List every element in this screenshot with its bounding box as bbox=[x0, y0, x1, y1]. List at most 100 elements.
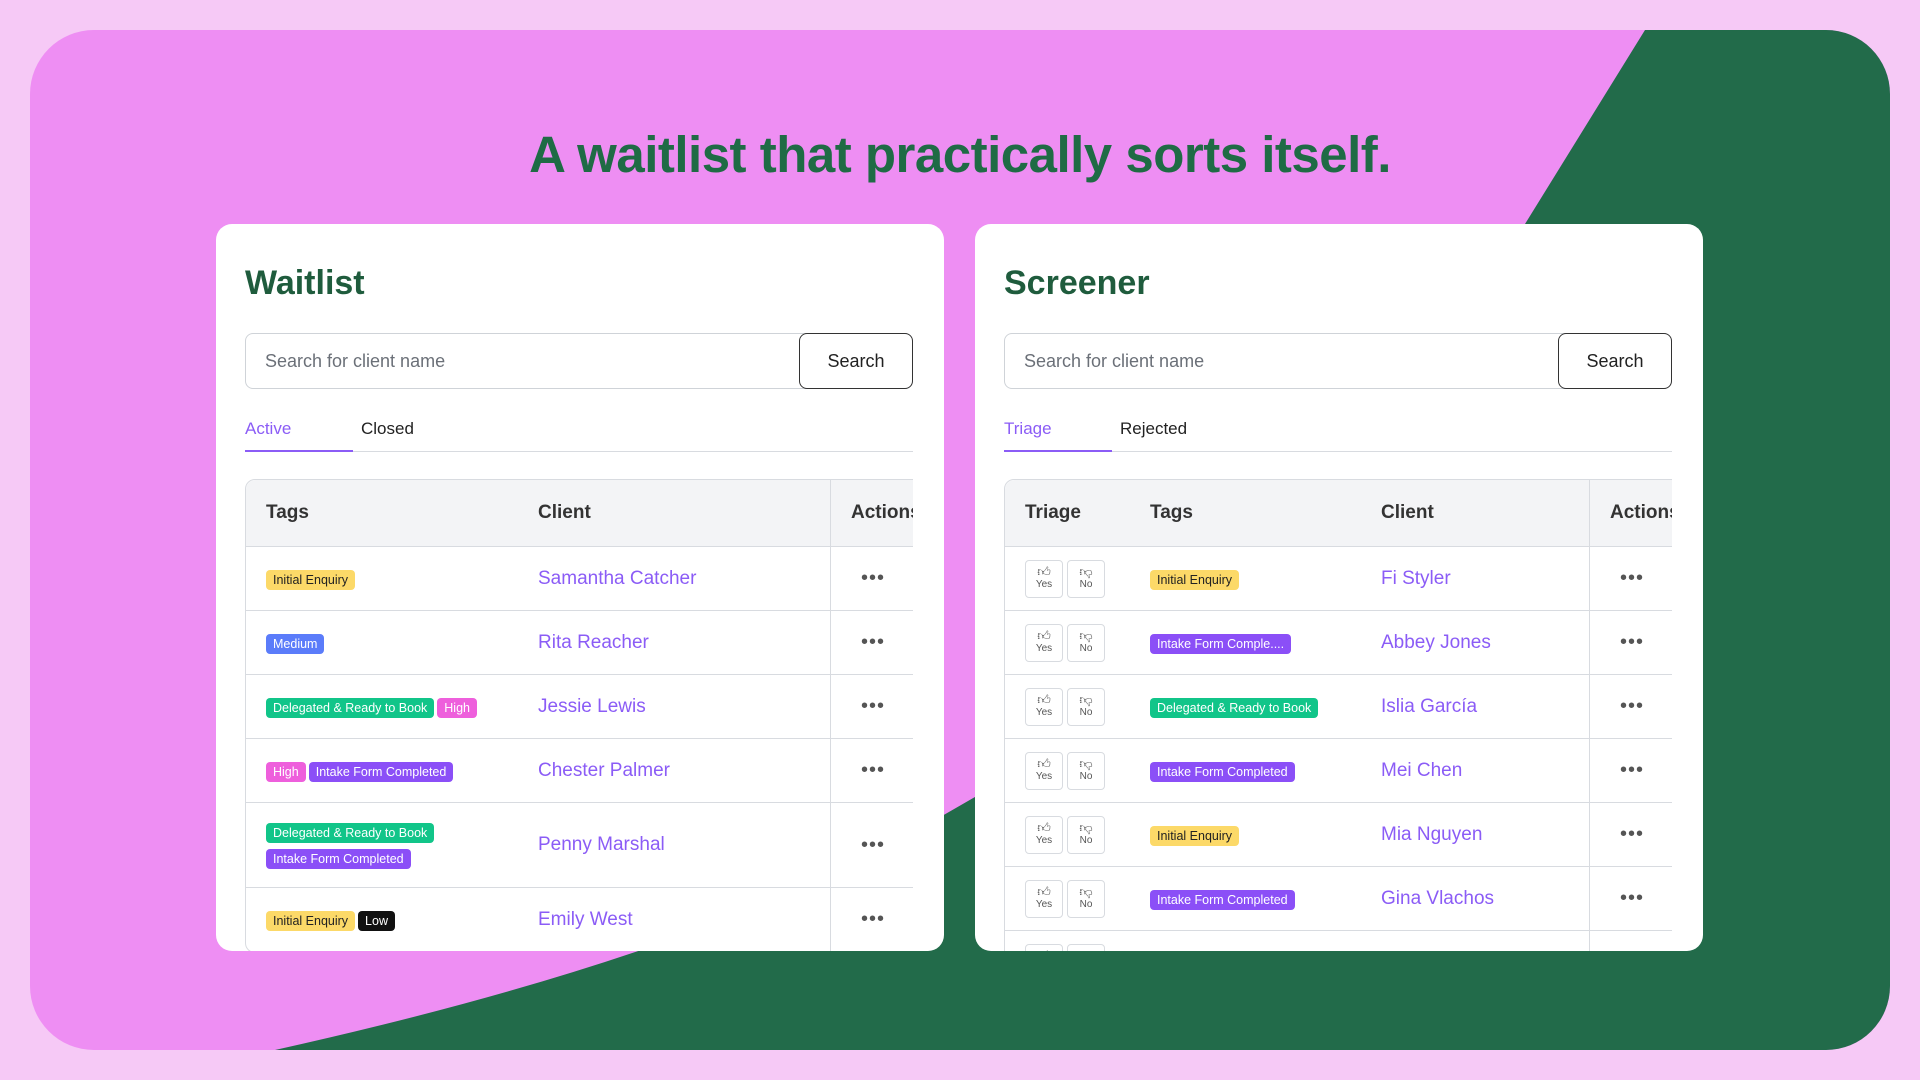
tabs: Triage Rejected bbox=[1004, 419, 1672, 452]
client-name-link[interactable]: Rita Reacher bbox=[538, 611, 830, 675]
tag-purple: Intake Form Comple.... bbox=[1150, 633, 1292, 654]
table-row[interactable]: Initial Enquiry Low Emily West ••• bbox=[246, 888, 913, 951]
actions-cell: ••• bbox=[1589, 547, 1672, 611]
triage-cell: 👍︎Yes👎︎No bbox=[1005, 547, 1150, 611]
triage-no-button[interactable]: 👎︎No bbox=[1067, 623, 1105, 662]
table-row[interactable]: 👍︎ Yes 👎︎ No Initial Enquiry Fi Styler ••• bbox=[1005, 547, 1672, 611]
tag-yellow: Initial Enquiry bbox=[1150, 569, 1240, 590]
table-row[interactable]: 👍︎Yes 👎︎No ••• bbox=[1005, 931, 1672, 951]
tags-cell: Medium bbox=[246, 611, 538, 675]
tab-active[interactable]: Active bbox=[245, 419, 353, 452]
tag-blue: Medium bbox=[266, 633, 325, 654]
thumbs-up-icon: 👍︎ bbox=[1037, 691, 1051, 707]
table-row[interactable]: 👍︎ Yes 👎︎ No Initial Enquiry Mia Nguyen ••• bbox=[1005, 803, 1672, 867]
waitlist-table: Tags Client Actions Initial Enquiry Sama… bbox=[245, 479, 913, 951]
more-actions-icon[interactable]: ••• bbox=[861, 631, 886, 653]
search-button[interactable]: Search bbox=[799, 333, 913, 389]
tag-pink: High bbox=[266, 761, 306, 782]
triage-yes-button[interactable]: 👍︎Yes bbox=[1025, 943, 1063, 951]
triage-yes-button[interactable]: 👍︎Yes bbox=[1025, 687, 1063, 726]
waitlist-card: Waitlist Search Active Closed Tags Clien… bbox=[216, 224, 944, 951]
tags-cell: Initial Enquiry Low bbox=[246, 888, 538, 951]
thumbs-up-icon: 👍︎ bbox=[1037, 883, 1051, 899]
triage-yes-button[interactable]: 👍︎Yes bbox=[1025, 815, 1063, 854]
column-header-actions: Actions bbox=[1589, 480, 1672, 547]
more-actions-icon[interactable]: ••• bbox=[861, 567, 886, 589]
client-name-link[interactable]: Penny Marshal bbox=[538, 803, 830, 888]
triage-cell: 👍︎Yes👎︎No bbox=[1005, 803, 1150, 867]
tags-cell: Initial Enquiry bbox=[246, 547, 538, 611]
more-actions-icon[interactable]: ••• bbox=[861, 759, 886, 781]
table-row[interactable]: Initial Enquiry Samantha Catcher ••• bbox=[246, 547, 913, 611]
more-actions-icon[interactable]: ••• bbox=[861, 908, 886, 930]
client-name-link[interactable]: Chester Palmer bbox=[538, 739, 830, 803]
more-actions-icon[interactable]: ••• bbox=[1620, 823, 1645, 845]
client-name-link[interactable]: Mia Nguyen bbox=[1381, 803, 1589, 867]
thumbs-up-icon: 👍︎ bbox=[1037, 755, 1051, 771]
triage-cell: 👍︎Yes👎︎No bbox=[1005, 867, 1150, 931]
client-name-link[interactable]: Samantha Catcher bbox=[538, 547, 830, 611]
column-header-tags: Tags bbox=[246, 480, 538, 547]
table-row[interactable]: 👍︎ Yes 👎︎ No Intake Form Comple.... Abbey J… bbox=[1005, 611, 1672, 675]
more-actions-icon[interactable]: ••• bbox=[1620, 887, 1645, 909]
table-row[interactable]: Medium Rita Reacher ••• bbox=[246, 611, 913, 675]
search-input[interactable] bbox=[246, 334, 801, 388]
more-actions-icon[interactable]: ••• bbox=[1620, 567, 1645, 589]
client-name-link[interactable]: Islia García bbox=[1381, 675, 1589, 739]
table-row[interactable]: 👍︎ Yes 👎︎ No Intake Form Completed Mei Chen… bbox=[1005, 739, 1672, 803]
more-actions-icon[interactable]: ••• bbox=[1620, 695, 1645, 717]
tab-triage[interactable]: Triage bbox=[1004, 419, 1112, 452]
triage-cell: 👍︎Yes 👎︎No bbox=[1005, 931, 1150, 951]
tag-green: Delegated & Ready to Book bbox=[266, 697, 435, 718]
card-title: Screener bbox=[1004, 264, 1150, 302]
tab-rejected[interactable]: Rejected bbox=[1120, 419, 1188, 438]
search-input[interactable] bbox=[1005, 334, 1560, 388]
actions-cell: ••• bbox=[1589, 611, 1672, 675]
table-row[interactable]: High Intake Form Completed Chester Palmer… bbox=[246, 739, 913, 803]
tags-cell: Delegated & Ready to Book High bbox=[246, 675, 538, 739]
triage-no-button[interactable]: 👎︎No bbox=[1067, 751, 1105, 790]
tab-closed[interactable]: Closed bbox=[361, 419, 414, 438]
column-header-actions: Actions bbox=[830, 480, 913, 547]
client-name-link[interactable]: Gina Vlachos bbox=[1381, 867, 1589, 931]
tabs: Active Closed bbox=[245, 419, 913, 452]
triage-yes-button[interactable]: 👍︎Yes bbox=[1025, 879, 1063, 918]
triage-no-button[interactable]: 👎︎No bbox=[1067, 687, 1105, 726]
client-name-link[interactable]: Fi Styler bbox=[1381, 547, 1589, 611]
triage-yes-button[interactable]: 👍︎Yes bbox=[1025, 751, 1063, 790]
tag-pink: High bbox=[437, 697, 477, 718]
tag-purple: Intake Form Completed bbox=[308, 761, 454, 782]
triage-no-button[interactable]: 👎︎No bbox=[1067, 815, 1105, 854]
table-row[interactable]: 👍︎ Yes 👎︎ No Intake Form Completed Gina Vla… bbox=[1005, 867, 1672, 931]
screener-table: Triage Tags Client Actions 👍︎Yes👎︎No Ini… bbox=[1004, 479, 1672, 951]
client-name-link[interactable]: Emily West bbox=[538, 888, 830, 951]
screener-card: Screener Search Triage Rejected Triage T… bbox=[975, 224, 1703, 951]
client-name-link[interactable]: Mei Chen bbox=[1381, 739, 1589, 803]
search-button[interactable]: Search bbox=[1558, 333, 1672, 389]
more-actions-icon[interactable]: ••• bbox=[861, 833, 886, 856]
client-name-link[interactable]: Jessie Lewis bbox=[538, 675, 830, 739]
tags-cell: Intake Form Completed bbox=[1150, 739, 1381, 803]
triage-yes-button[interactable]: 👍︎Yes bbox=[1025, 623, 1063, 662]
column-header-client: Client bbox=[538, 480, 830, 547]
triage-no-button[interactable]: 👎︎No bbox=[1067, 943, 1105, 951]
table-row[interactable]: 👍︎ Yes 👎︎ No Delegated & Ready to Book Isli… bbox=[1005, 675, 1672, 739]
tag-purple: Intake Form Completed bbox=[266, 849, 411, 869]
triage-yes-button[interactable]: 👍︎Yes bbox=[1025, 559, 1063, 598]
tag-yellow: Initial Enquiry bbox=[1150, 825, 1240, 846]
actions-cell: ••• bbox=[830, 803, 913, 888]
client-name-link[interactable] bbox=[1381, 931, 1589, 951]
more-actions-icon[interactable]: ••• bbox=[1620, 631, 1645, 653]
more-actions-icon[interactable]: ••• bbox=[861, 695, 886, 717]
tag-green: Delegated & Ready to Book bbox=[266, 823, 435, 843]
triage-no-button[interactable]: 👎︎No bbox=[1067, 879, 1105, 918]
table-row[interactable]: Delegated & Ready to Book High Jessie Lew… bbox=[246, 675, 913, 739]
triage-no-button[interactable]: 👎︎No bbox=[1067, 559, 1105, 598]
more-actions-icon[interactable]: ••• bbox=[1620, 759, 1645, 781]
actions-cell: ••• bbox=[1589, 739, 1672, 803]
waitlist-table-container: Tags Client Actions Initial Enquiry Sama… bbox=[245, 479, 913, 951]
tags-cell: Initial Enquiry bbox=[1150, 803, 1381, 867]
table-row[interactable]: Delegated & Ready to Book Intake Form Com… bbox=[246, 803, 913, 888]
client-name-link[interactable]: Abbey Jones bbox=[1381, 611, 1589, 675]
card-title: Waitlist bbox=[245, 264, 365, 302]
